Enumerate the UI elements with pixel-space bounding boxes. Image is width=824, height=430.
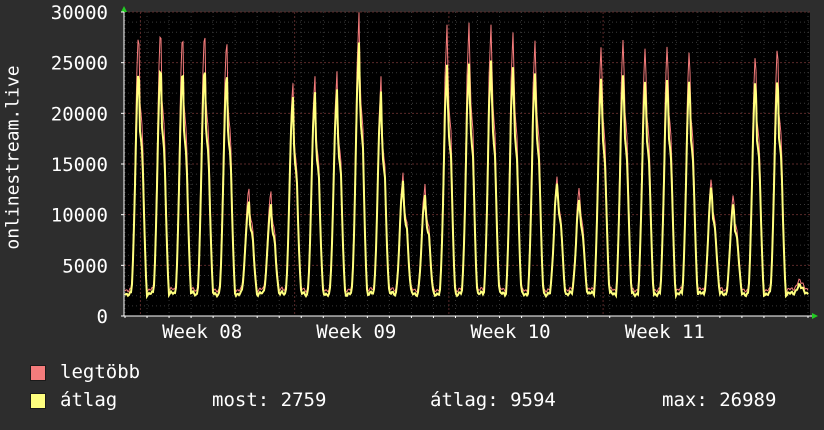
- x-tick-label: Week 10: [471, 321, 551, 343]
- series-avg-line: [124, 42, 809, 300]
- stat-avg: átlag: 9594: [430, 389, 556, 411]
- x-tick-label: Week 11: [625, 321, 705, 343]
- y-axis-label: onlinestream.live: [2, 65, 24, 250]
- grid: [124, 11, 810, 317]
- legend-swatch-avg: [30, 393, 46, 409]
- y-tick-label: 15000: [51, 154, 108, 176]
- x-tick-label: Week 09: [316, 321, 396, 343]
- y-axis-label-wrap: onlinestream.live: [2, 35, 24, 280]
- axes: [121, 6, 818, 319]
- y-tick-labels: 0 5000 10000 15000 20000 25000 30000: [51, 2, 108, 328]
- legend-label-avg: átlag: [60, 389, 118, 411]
- x-tick-labels: Week 08 Week 09 Week 10 Week 11: [162, 321, 705, 343]
- stat-now: most: 2759: [212, 389, 327, 411]
- y-tick-label: 20000: [51, 103, 108, 125]
- y-tick-label: 0: [97, 306, 108, 328]
- stat-max: max: 26989: [662, 389, 777, 411]
- y-tick-label: 5000: [62, 255, 108, 277]
- legend-swatch-max: [30, 365, 46, 381]
- legend-label-max: legtöbb: [60, 361, 141, 383]
- y-tick-label: 25000: [51, 53, 108, 75]
- y-tick-label: 10000: [51, 205, 108, 227]
- y-axis-arrow: [121, 6, 127, 12]
- x-axis-arrow: [812, 313, 818, 319]
- x-tick-label: Week 08: [162, 321, 242, 343]
- y-tick-label: 30000: [51, 2, 108, 24]
